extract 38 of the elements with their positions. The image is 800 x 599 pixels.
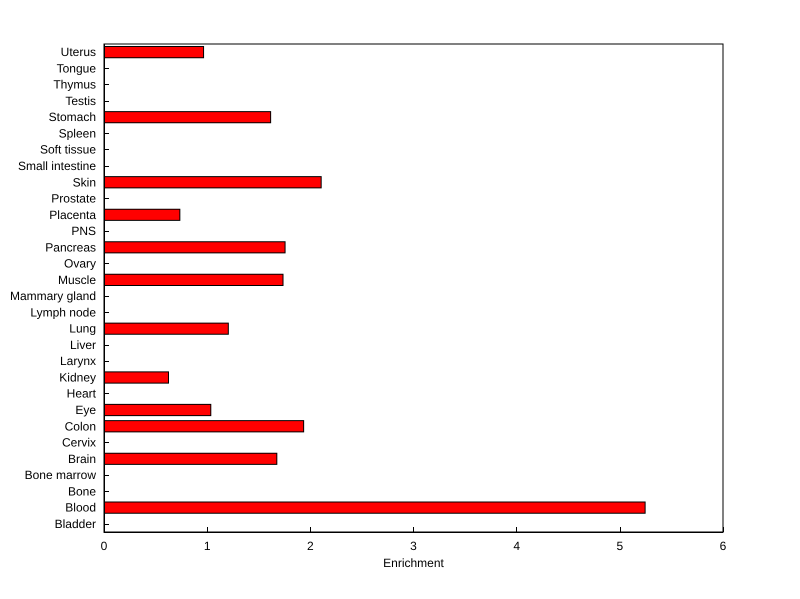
- y-tick-label: Colon: [64, 419, 96, 434]
- y-tick-label: Thymus: [53, 78, 96, 92]
- y-tick-label: Heart: [66, 386, 97, 401]
- y-tick-label: Larynx: [60, 354, 96, 368]
- x-tick-label: 5: [616, 539, 624, 553]
- x-tick-label: 4: [513, 539, 520, 553]
- y-tick-label: Lung: [69, 322, 96, 336]
- y-tick-label: Pancreas: [45, 240, 96, 254]
- y-tick-label: Small intestine: [18, 159, 96, 173]
- y-tick-label: Bladder: [54, 516, 96, 531]
- y-tick-label: Bone marrow: [24, 468, 96, 482]
- y-tick-label: Blood: [65, 500, 96, 515]
- x-tick-label: 2: [306, 539, 314, 553]
- y-tick-label: Muscle: [58, 272, 96, 287]
- y-tick-label: Spleen: [58, 126, 96, 140]
- y-tick-label: Stomach: [48, 110, 96, 124]
- y-tick-label: PNS: [71, 224, 96, 238]
- y-tick-label: Uterus: [60, 45, 96, 60]
- y-tick-label: Bone: [68, 484, 96, 498]
- x-tick-label: 0: [100, 539, 108, 553]
- y-tick-label: Soft tissue: [40, 142, 96, 157]
- y-tick-label: Prostate: [51, 192, 96, 206]
- y-tick-label: Placenta: [49, 208, 96, 222]
- x-tick-label: 1: [204, 539, 211, 553]
- y-tick-label: Testis: [65, 94, 96, 108]
- y-tick-label: Tongue: [56, 61, 96, 76]
- x-tick-label: 3: [410, 539, 418, 553]
- x-tick-label: 6: [720, 539, 727, 553]
- y-tick-label: Skin: [72, 175, 96, 190]
- y-tick-label: Mammary gland: [10, 289, 96, 304]
- y-tick-label: Ovary: [64, 256, 96, 271]
- y-tick-label: Kidney: [59, 370, 96, 384]
- y-tick-label: Cervix: [62, 436, 96, 450]
- y-tick-label: Eye: [75, 403, 96, 417]
- y-tick-label: Brain: [68, 452, 96, 466]
- y-tick-label: Lymph node: [30, 305, 96, 320]
- y-tick-label: Liver: [70, 338, 96, 352]
- x-axis-title: Enrichment: [383, 556, 445, 570]
